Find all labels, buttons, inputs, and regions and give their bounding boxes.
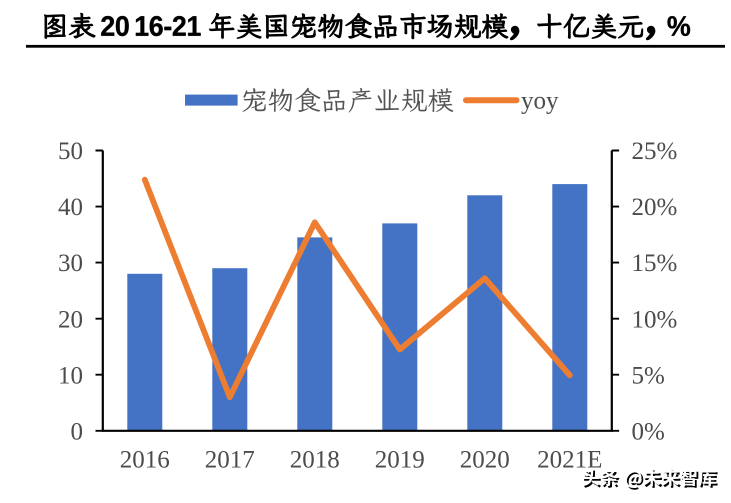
svg-text:25%: 25% [632,138,678,165]
svg-text:5%: 5% [632,362,665,389]
svg-text:2017: 2017 [205,447,255,474]
svg-text:40: 40 [58,194,83,221]
svg-text:20%: 20% [632,194,678,221]
svg-text:10%: 10% [632,306,678,333]
svg-text:0%: 0% [632,418,665,445]
svg-text:50: 50 [58,138,83,165]
svg-text:20: 20 [58,306,83,333]
svg-text:0: 0 [71,418,84,445]
svg-text:yoy: yoy [521,88,559,115]
svg-text:2016: 2016 [120,447,170,474]
svg-text:30: 30 [58,250,83,277]
svg-text:15%: 15% [632,250,678,277]
svg-text:2019: 2019 [375,447,425,474]
svg-text:2020: 2020 [460,447,510,474]
svg-text:2018: 2018 [290,447,340,474]
svg-text:10: 10 [58,362,83,389]
